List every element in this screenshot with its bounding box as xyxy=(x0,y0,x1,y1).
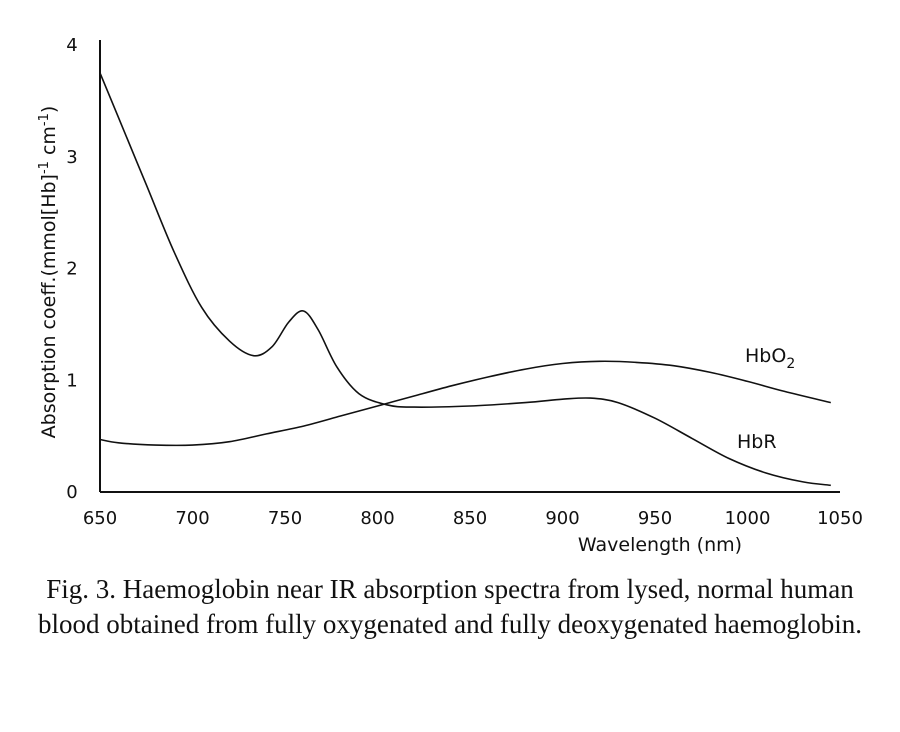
y-tick-label: 2 xyxy=(66,259,77,280)
chart-tick-labels: 650 700 750 800 850 900 950 1000 1050 0 1 2 3 4 xyxy=(66,35,863,529)
series-label-hbo2: HbO2 xyxy=(745,345,795,372)
x-tick-label: 950 xyxy=(638,508,672,529)
y-tick-label: 0 xyxy=(66,482,77,503)
series-line-hbo2 xyxy=(99,360,831,447)
x-tick-label: 1050 xyxy=(817,508,863,529)
y-axis-title: Absorption coeff.(mmol[Hb]-1 cm-1) xyxy=(37,106,60,439)
figure-caption: Fig. 3. Haemoglobin near IR absorption s… xyxy=(37,574,863,639)
y-axis-title-sup1: -1 xyxy=(37,161,52,174)
y-axis-title-mid: cm xyxy=(38,126,60,161)
y-axis-title-end: ) xyxy=(38,106,60,113)
x-tick-label: 1000 xyxy=(725,508,771,529)
series-label-hbo2-sub: 2 xyxy=(786,356,795,372)
absorption-chart: 650 700 750 800 850 900 950 1000 1050 0 1 2 3 4 Wavel… xyxy=(37,35,863,556)
x-tick-label: 750 xyxy=(268,508,302,529)
y-tick-label: 3 xyxy=(66,147,77,168)
x-tick-label: 700 xyxy=(175,508,209,529)
chart-axes xyxy=(99,40,840,493)
series-label-hbr: HbR xyxy=(737,431,777,453)
y-axis-title-main: Absorption coeff.(mmol[Hb] xyxy=(38,174,60,438)
y-tick-label: 1 xyxy=(66,370,77,391)
x-tick-label: 900 xyxy=(545,508,579,529)
series-line-hbr xyxy=(99,72,831,487)
x-tick-label: 850 xyxy=(453,508,487,529)
series-label-hbo2-base: HbO xyxy=(745,345,786,367)
x-tick-label: 800 xyxy=(360,508,394,529)
x-tick-label: 650 xyxy=(83,508,117,529)
y-tick-label: 4 xyxy=(66,35,77,56)
x-axis-title: Wavelength (nm) xyxy=(578,534,742,556)
chart-lines xyxy=(99,72,831,487)
y-axis-title-sup2: -1 xyxy=(37,113,52,126)
